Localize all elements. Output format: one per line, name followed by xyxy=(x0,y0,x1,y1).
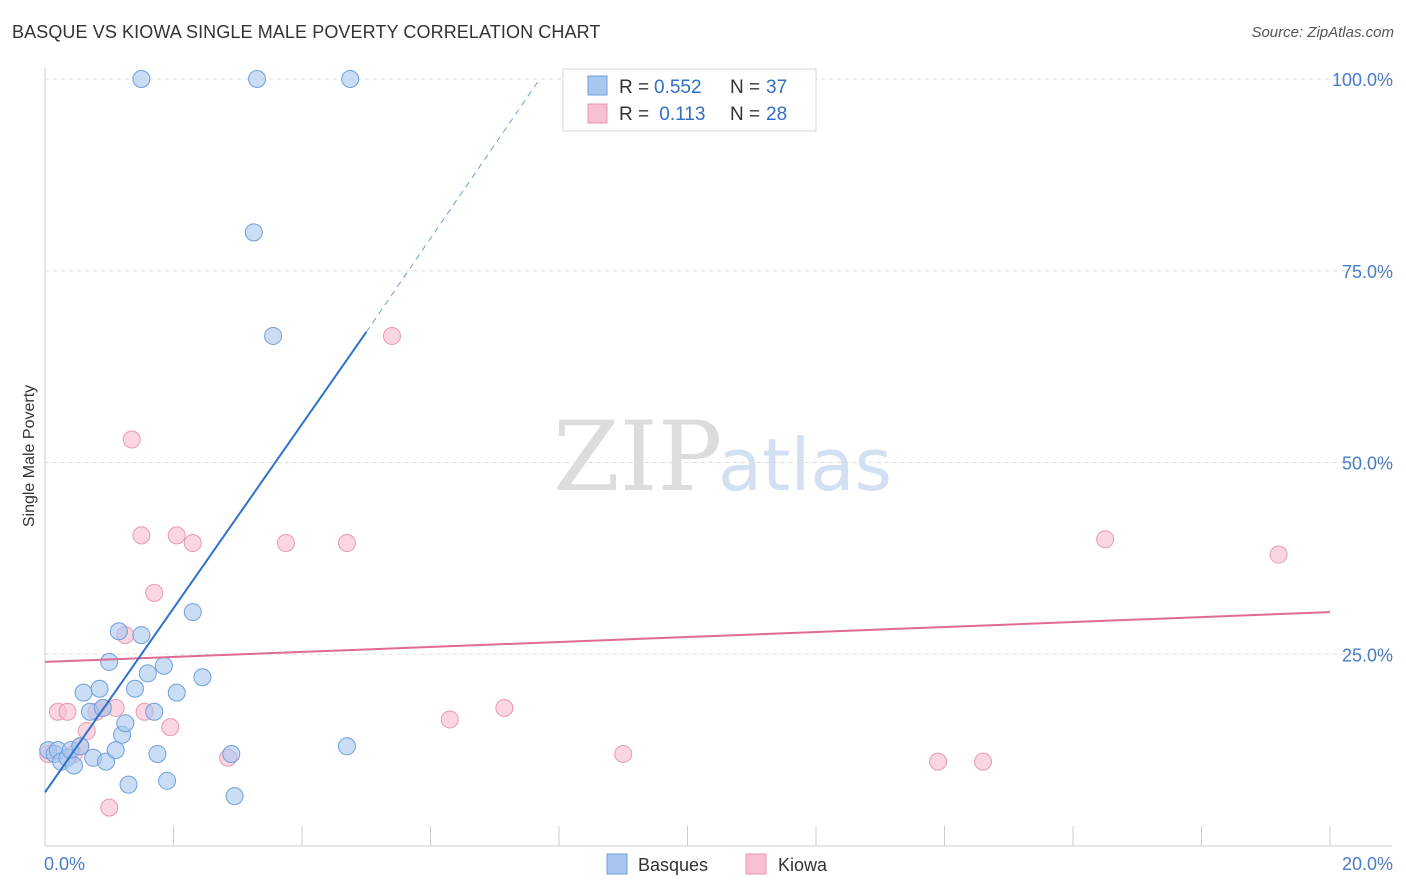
kiowa-point-25 xyxy=(929,752,948,771)
basques-point-19 xyxy=(119,775,138,794)
kiowa-point-12 xyxy=(132,526,151,545)
legend-n-label-basques: N = xyxy=(730,77,760,98)
basques-point-8 xyxy=(74,683,93,702)
basques-point-26 xyxy=(158,771,177,790)
kiowa-point-15 xyxy=(161,718,180,737)
basques-point-31 xyxy=(225,787,244,806)
legend-n-label-kiowa: N = xyxy=(730,104,760,125)
series-legend: Basques Kiowa xyxy=(606,853,828,875)
kiowa-point-2 xyxy=(58,702,77,721)
legend-swatch-kiowa xyxy=(587,103,608,124)
chart-title: BASQUE VS KIOWA SINGLE MALE POVERTY CORR… xyxy=(12,22,601,42)
y-tick-label-25: 25.0% xyxy=(1342,645,1393,665)
legend-r-label-kiowa: R = xyxy=(619,104,649,125)
watermark-atlas: atlas xyxy=(718,423,892,507)
basques-point-37 xyxy=(341,70,360,88)
kiowa-point-14 xyxy=(145,583,164,602)
grid-lines xyxy=(45,78,1392,655)
basques-point-13 xyxy=(97,752,116,771)
kiowa-point-27 xyxy=(1096,530,1115,549)
basques-point-33 xyxy=(264,326,283,345)
basques-point-14 xyxy=(100,652,119,671)
basques-trend-line xyxy=(44,331,368,793)
basques-point-21 xyxy=(132,626,151,645)
tick-labels: 25.0% 50.0% 75.0% 100.0% 0.0% 20.0% xyxy=(44,70,1393,874)
basques-point-7 xyxy=(71,737,90,756)
trend-lines xyxy=(44,78,1331,793)
basques-point-29 xyxy=(193,668,212,687)
correlation-legend: R = 0.552 N = 37 R = 0.113 N = 28 xyxy=(562,68,817,132)
basques-trend-extension xyxy=(365,78,541,333)
kiowa-point-11 xyxy=(122,430,141,449)
basques-point-6 xyxy=(64,756,83,775)
kiowa-point-8 xyxy=(100,798,119,817)
basques-point-11 xyxy=(90,679,109,698)
kiowa-point-19 xyxy=(276,534,295,553)
legend-n-value-basques: 37 xyxy=(766,77,787,98)
bottom-legend-label-kiowa: Kiowa xyxy=(778,855,828,875)
kiowa-point-17 xyxy=(183,534,202,553)
legend-r-value-kiowa: 0.113 xyxy=(654,104,705,125)
basques-point-25 xyxy=(154,656,173,675)
basques-point-18 xyxy=(116,714,135,733)
basques-point-20 xyxy=(125,679,144,698)
x-tick-label-0: 0.0% xyxy=(44,854,85,874)
kiowa-point-20 xyxy=(337,534,356,553)
source-label: Source: ZipAtlas.com xyxy=(1251,24,1394,41)
basques-point-36 xyxy=(248,70,267,88)
legend-swatch-basques xyxy=(587,75,608,96)
kiowa-point-28 xyxy=(1269,545,1288,564)
y-axis-label: Single Male Poverty xyxy=(21,385,38,527)
kiowa-point-26 xyxy=(974,752,993,771)
axes xyxy=(44,68,1392,847)
basques-point-32 xyxy=(244,223,263,242)
y-tick-label-50: 50.0% xyxy=(1342,454,1393,474)
basques-point-16 xyxy=(109,622,128,641)
basques-point-35 xyxy=(132,70,151,88)
basques-point-15 xyxy=(106,741,125,760)
bottom-legend-swatch-kiowa xyxy=(745,853,767,875)
x-tick-label-20: 20.0% xyxy=(1342,854,1393,874)
kiowa-trend-line xyxy=(44,611,1331,663)
bottom-legend-label-basques: Basques xyxy=(638,855,708,875)
kiowa-point-22 xyxy=(440,710,459,729)
basques-point-28 xyxy=(183,603,202,622)
basques-point-22 xyxy=(138,664,157,683)
basques-point-27 xyxy=(167,683,186,702)
basques-series xyxy=(39,70,360,806)
basques-point-34 xyxy=(337,737,356,756)
kiowa-point-21 xyxy=(382,326,401,345)
y-tick-label-100: 100.0% xyxy=(1332,70,1393,90)
basques-point-23 xyxy=(145,702,164,721)
watermark-zip: ZIP xyxy=(553,401,722,513)
kiowa-point-16 xyxy=(167,526,186,545)
kiowa-point-24 xyxy=(614,744,633,763)
legend-r-label-basques: R = xyxy=(619,77,649,98)
y-tick-label-75: 75.0% xyxy=(1342,262,1393,282)
legend-r-value-basques: 0.552 xyxy=(654,77,702,98)
kiowa-point-23 xyxy=(495,698,514,717)
basques-point-30 xyxy=(222,744,241,763)
legend-n-value-kiowa: 28 xyxy=(766,104,787,125)
bottom-legend-swatch-basques xyxy=(606,853,628,875)
basques-point-24 xyxy=(148,744,167,763)
